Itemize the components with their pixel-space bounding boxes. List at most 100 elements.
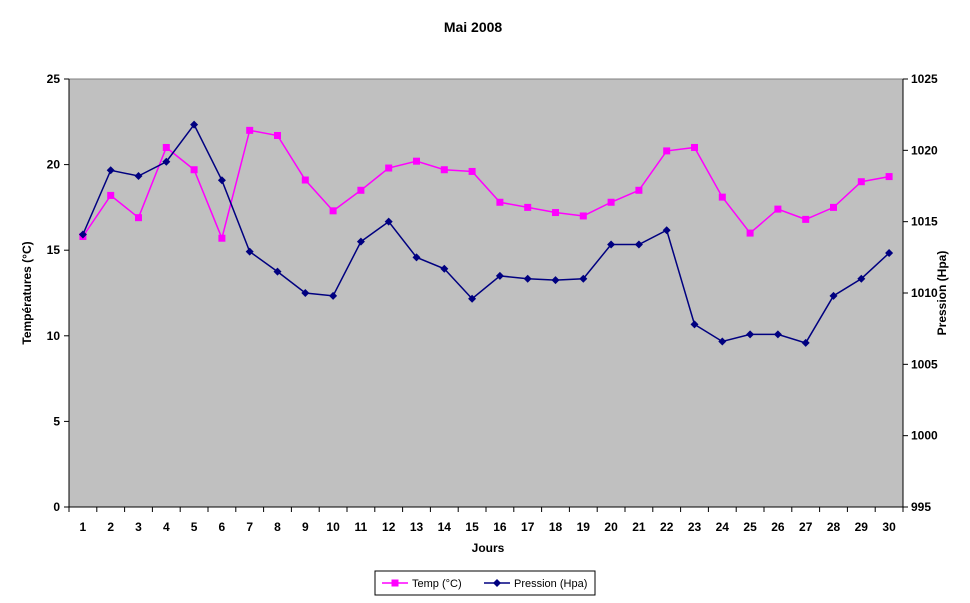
legend: Temp (°C) Pression (Hpa)	[374, 570, 596, 596]
x-tick-label: 10	[326, 520, 340, 534]
legend-label-temp: Temp (°C)	[412, 578, 462, 590]
x-tick-label: 24	[716, 520, 730, 534]
x-tick-label: 20	[604, 520, 618, 534]
y2-axis-label: Pression (Hpa)	[935, 251, 949, 336]
data-point-pression	[690, 320, 699, 329]
x-tick-label: 6	[219, 520, 226, 534]
x-tick-label: 27	[799, 520, 813, 534]
x-tick-label: 22	[660, 520, 674, 534]
data-point-temp	[635, 186, 643, 194]
y2-tick-label: 995	[911, 500, 931, 514]
data-point-temp	[413, 157, 420, 165]
data-point-pression	[579, 274, 588, 283]
legend-marker-pression	[493, 579, 501, 587]
data-point-temp	[329, 207, 337, 215]
x-axis-label: Jours	[472, 541, 505, 555]
data-point-pression	[607, 240, 616, 249]
data-point-pression	[190, 120, 199, 129]
data-point-pression	[412, 253, 421, 262]
data-point-pression	[245, 247, 254, 256]
y2-tick-label: 1020	[911, 143, 938, 157]
data-point-temp	[802, 215, 810, 223]
data-point-temp	[607, 198, 615, 206]
data-point-temp	[774, 205, 782, 213]
data-point-temp	[218, 234, 226, 242]
data-point-pression	[718, 337, 727, 346]
y-tick-label: 5	[53, 414, 60, 428]
x-tick-label: 28	[827, 520, 841, 534]
y2-tick-label: 1025	[911, 72, 938, 86]
data-point-pression	[634, 240, 643, 249]
x-tick-label: 14	[438, 520, 452, 534]
data-point-pression	[885, 249, 894, 258]
data-point-temp	[274, 131, 281, 139]
x-tick-label: 4	[163, 520, 170, 534]
legend-box	[374, 570, 596, 596]
data-point-temp	[190, 166, 198, 174]
data-point-temp	[579, 212, 587, 220]
data-point-pression	[495, 271, 504, 280]
data-point-pression	[440, 264, 449, 273]
plot-area	[68, 78, 904, 508]
x-tick-label: 30	[882, 520, 896, 534]
data-point-temp	[746, 229, 754, 237]
data-point-pression	[134, 172, 143, 181]
x-tick-label: 13	[410, 520, 424, 534]
data-point-pression	[162, 157, 171, 166]
chart-title: Mai 2008	[444, 19, 503, 35]
data-point-pression	[551, 276, 560, 285]
series-layer	[78, 120, 894, 347]
x-tick-label: 8	[274, 520, 281, 534]
data-point-pression	[78, 230, 87, 239]
data-point-temp	[246, 126, 254, 134]
data-point-temp	[135, 214, 142, 222]
data-point-pression	[662, 226, 671, 235]
x-tick-label: 15	[465, 520, 479, 534]
x-tick-label: 29	[855, 520, 869, 534]
y2-tick-label: 1005	[911, 357, 938, 371]
y2-tick-label: 1010	[911, 286, 938, 300]
y-tick-label: 20	[47, 158, 61, 172]
data-point-temp	[857, 178, 865, 186]
x-tick-label: 7	[246, 520, 253, 534]
data-point-pression	[301, 289, 310, 297]
y2-tick-label: 1000	[911, 429, 938, 443]
y2-tick-label: 1015	[911, 215, 938, 229]
legend-label-pression: Pression (Hpa)	[514, 578, 587, 590]
x-tick-label: 11	[355, 520, 368, 534]
data-point-pression	[329, 291, 338, 300]
data-point-temp	[552, 209, 559, 217]
x-tick-label: 9	[302, 520, 309, 534]
data-point-temp	[691, 143, 698, 151]
data-point-pression	[273, 267, 282, 276]
series-line-temp	[82, 129, 890, 241]
x-tick-label: 25	[743, 520, 757, 534]
data-point-pression	[857, 274, 866, 283]
legend-marker-temp	[391, 579, 399, 587]
y-tick-label: 15	[47, 243, 61, 257]
x-tick-label: 26	[771, 520, 785, 534]
series-line-pression	[82, 123, 890, 344]
x-tick-label: 5	[191, 520, 198, 534]
x-tick-label: 19	[577, 520, 591, 534]
y-tick-label: 0	[53, 500, 60, 514]
y-tick-label: 10	[47, 329, 61, 343]
data-point-temp	[385, 164, 393, 172]
data-point-temp	[496, 198, 504, 206]
data-point-temp	[162, 143, 170, 151]
data-point-temp	[301, 176, 309, 184]
data-point-temp	[830, 203, 837, 211]
data-point-pression	[801, 338, 810, 347]
y-axis-label: Températures (°C)	[20, 241, 34, 344]
data-point-temp	[663, 147, 671, 155]
data-point-pression	[217, 176, 226, 185]
data-point-temp	[468, 167, 476, 175]
data-point-temp	[718, 193, 726, 201]
x-tick-label: 21	[632, 520, 646, 534]
x-tick-label: 17	[521, 520, 535, 534]
x-tick-label: 3	[135, 520, 142, 534]
x-tick-label: 2	[107, 520, 114, 534]
data-point-pression	[746, 330, 755, 339]
